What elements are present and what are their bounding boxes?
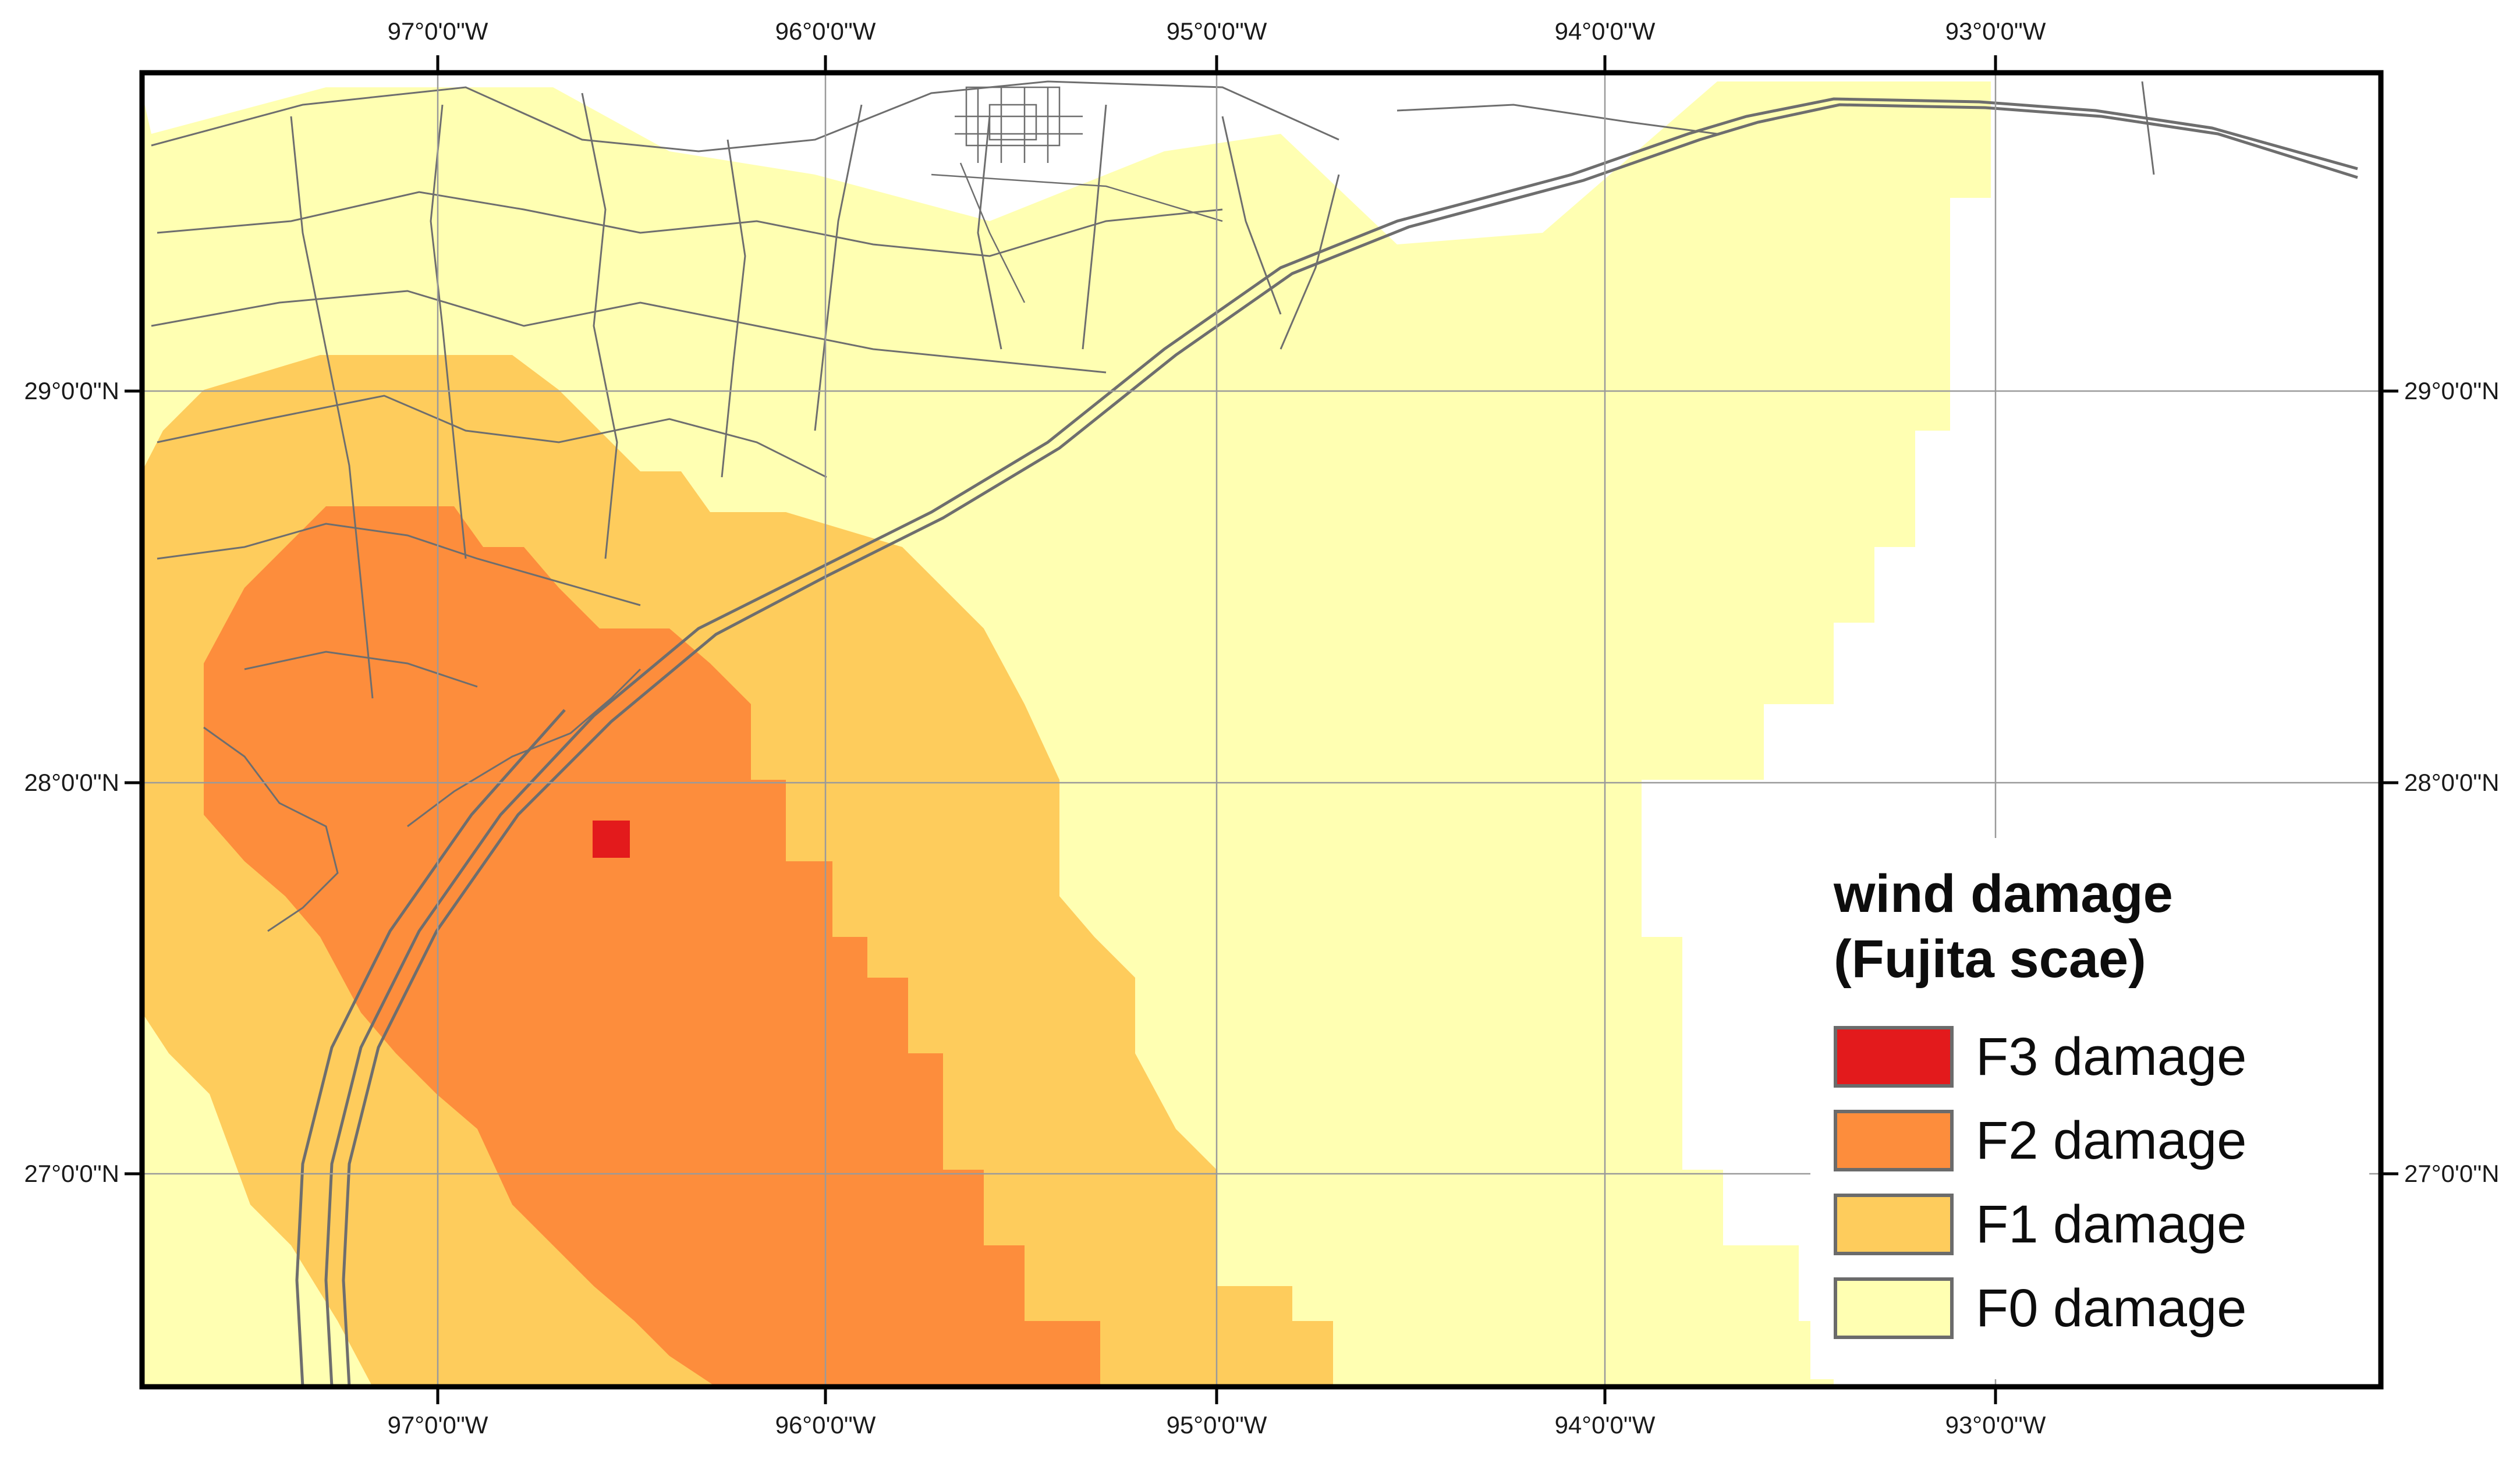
legend-item-f1: F1 damage — [1834, 1183, 2328, 1266]
legend-item-f2: F2 damage — [1834, 1099, 2328, 1183]
legend-title-line2: (Fujita scae) — [1834, 929, 2146, 989]
right-lat-label: 27°0'0"N — [2404, 1160, 2500, 1187]
legend-label-f0: F0 damage — [1976, 1278, 2247, 1338]
bottom-lon-label: 97°0'0"W — [387, 1411, 488, 1439]
legend-swatch-f0 — [1834, 1277, 1954, 1339]
county-boundaries — [151, 80, 2155, 932]
top-lon-label: 97°0'0"W — [387, 17, 488, 45]
urban-boundaries — [931, 86, 1223, 303]
legend-swatch-f3 — [1834, 1026, 1954, 1088]
coastline — [295, 97, 2358, 1387]
bottom-lon-label: 94°0'0"W — [1554, 1411, 1656, 1439]
left-lat-label: 29°0'0"N — [24, 377, 120, 404]
legend-label-f2: F2 damage — [1976, 1110, 2247, 1170]
left-lat-label: 28°0'0"N — [24, 769, 120, 796]
right-lat-label: 29°0'0"N — [2404, 377, 2500, 404]
top-lon-label: 95°0'0"W — [1166, 17, 1267, 45]
bottom-lon-label: 96°0'0"W — [775, 1411, 876, 1439]
legend-title-line1: wind damage — [1834, 864, 2173, 924]
legend-item-f0: F0 damage — [1834, 1266, 2328, 1350]
legend-swatch-f1 — [1834, 1194, 1954, 1255]
bottom-lon-label: 95°0'0"W — [1166, 1411, 1267, 1439]
top-lon-label: 96°0'0"W — [775, 17, 876, 45]
legend-item-f3: F3 damage — [1834, 1015, 2328, 1099]
f2-damage-zone — [204, 506, 1100, 1387]
legend-label-f1: F1 damage — [1976, 1194, 2247, 1254]
top-lon-label: 93°0'0"W — [1945, 17, 2046, 45]
legend-swatch-f2 — [1834, 1110, 1954, 1171]
f3-damage-cell — [593, 821, 630, 858]
left-lat-label: 27°0'0"N — [24, 1160, 120, 1187]
map-frame — [139, 70, 2384, 1390]
axis-ticks — [125, 55, 2398, 1404]
legend-title: wind damage (Fujita scae) — [1834, 861, 2328, 992]
legend: wind damage (Fujita scae) F3 damage F2 d… — [1834, 861, 2328, 1350]
right-lat-label: 28°0'0"N — [2404, 769, 2500, 796]
legend-label-f3: F3 damage — [1976, 1027, 2247, 1086]
top-lon-label: 94°0'0"W — [1554, 17, 1656, 45]
bottom-lon-label: 93°0'0"W — [1945, 1411, 2046, 1439]
